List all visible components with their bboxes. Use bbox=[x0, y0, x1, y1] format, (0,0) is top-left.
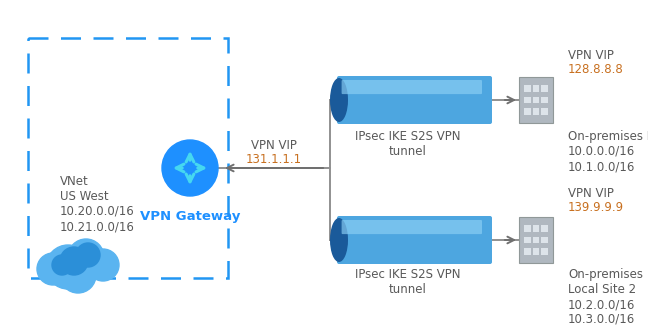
Bar bbox=[524, 248, 531, 255]
Bar bbox=[533, 96, 539, 103]
Circle shape bbox=[76, 243, 100, 267]
Bar bbox=[524, 225, 531, 232]
Bar bbox=[524, 108, 531, 115]
Text: On-premises HQ
10.0.0.0/16
10.1.0.0/16: On-premises HQ 10.0.0.0/16 10.1.0.0/16 bbox=[568, 130, 648, 173]
Bar bbox=[542, 225, 548, 232]
FancyBboxPatch shape bbox=[337, 76, 492, 124]
FancyBboxPatch shape bbox=[341, 80, 482, 94]
Bar bbox=[524, 96, 531, 103]
Bar bbox=[533, 225, 539, 232]
Bar bbox=[524, 237, 531, 244]
Circle shape bbox=[68, 239, 104, 275]
Text: 139.9.9.9: 139.9.9.9 bbox=[568, 201, 624, 214]
Bar bbox=[542, 108, 548, 115]
Circle shape bbox=[37, 253, 69, 285]
Text: IPsec IKE S2S VPN
tunnel: IPsec IKE S2S VPN tunnel bbox=[355, 130, 461, 158]
Circle shape bbox=[60, 247, 88, 275]
Text: VNet
US West
10.20.0.0/16
10.21.0.0/16: VNet US West 10.20.0.0/16 10.21.0.0/16 bbox=[60, 175, 135, 233]
Text: 128.8.8.8: 128.8.8.8 bbox=[568, 63, 624, 76]
Bar bbox=[542, 237, 548, 244]
Bar bbox=[533, 237, 539, 244]
Bar bbox=[533, 85, 539, 92]
Ellipse shape bbox=[330, 78, 348, 122]
Ellipse shape bbox=[330, 218, 348, 262]
Circle shape bbox=[52, 255, 72, 275]
Circle shape bbox=[46, 245, 90, 289]
Circle shape bbox=[87, 249, 119, 281]
Bar bbox=[533, 248, 539, 255]
Bar bbox=[542, 85, 548, 92]
FancyBboxPatch shape bbox=[341, 220, 482, 234]
Text: IPsec IKE S2S VPN
tunnel: IPsec IKE S2S VPN tunnel bbox=[355, 268, 461, 296]
FancyBboxPatch shape bbox=[337, 216, 492, 264]
Circle shape bbox=[162, 140, 218, 196]
Text: VPN VIP: VPN VIP bbox=[568, 49, 614, 62]
Text: VPN Gateway: VPN Gateway bbox=[140, 210, 240, 223]
Bar bbox=[542, 96, 548, 103]
Bar bbox=[533, 108, 539, 115]
Text: VPN VIP: VPN VIP bbox=[568, 187, 614, 200]
Text: 131.1.1.1: 131.1.1.1 bbox=[246, 153, 302, 166]
Circle shape bbox=[60, 257, 96, 293]
FancyBboxPatch shape bbox=[519, 217, 553, 263]
Text: On-premises
Local Site 2
10.2.0.0/16
10.3.0.0/16: On-premises Local Site 2 10.2.0.0/16 10.… bbox=[568, 268, 643, 326]
FancyBboxPatch shape bbox=[519, 77, 553, 123]
Bar bbox=[542, 248, 548, 255]
Bar bbox=[524, 85, 531, 92]
Text: VPN VIP: VPN VIP bbox=[251, 139, 297, 152]
